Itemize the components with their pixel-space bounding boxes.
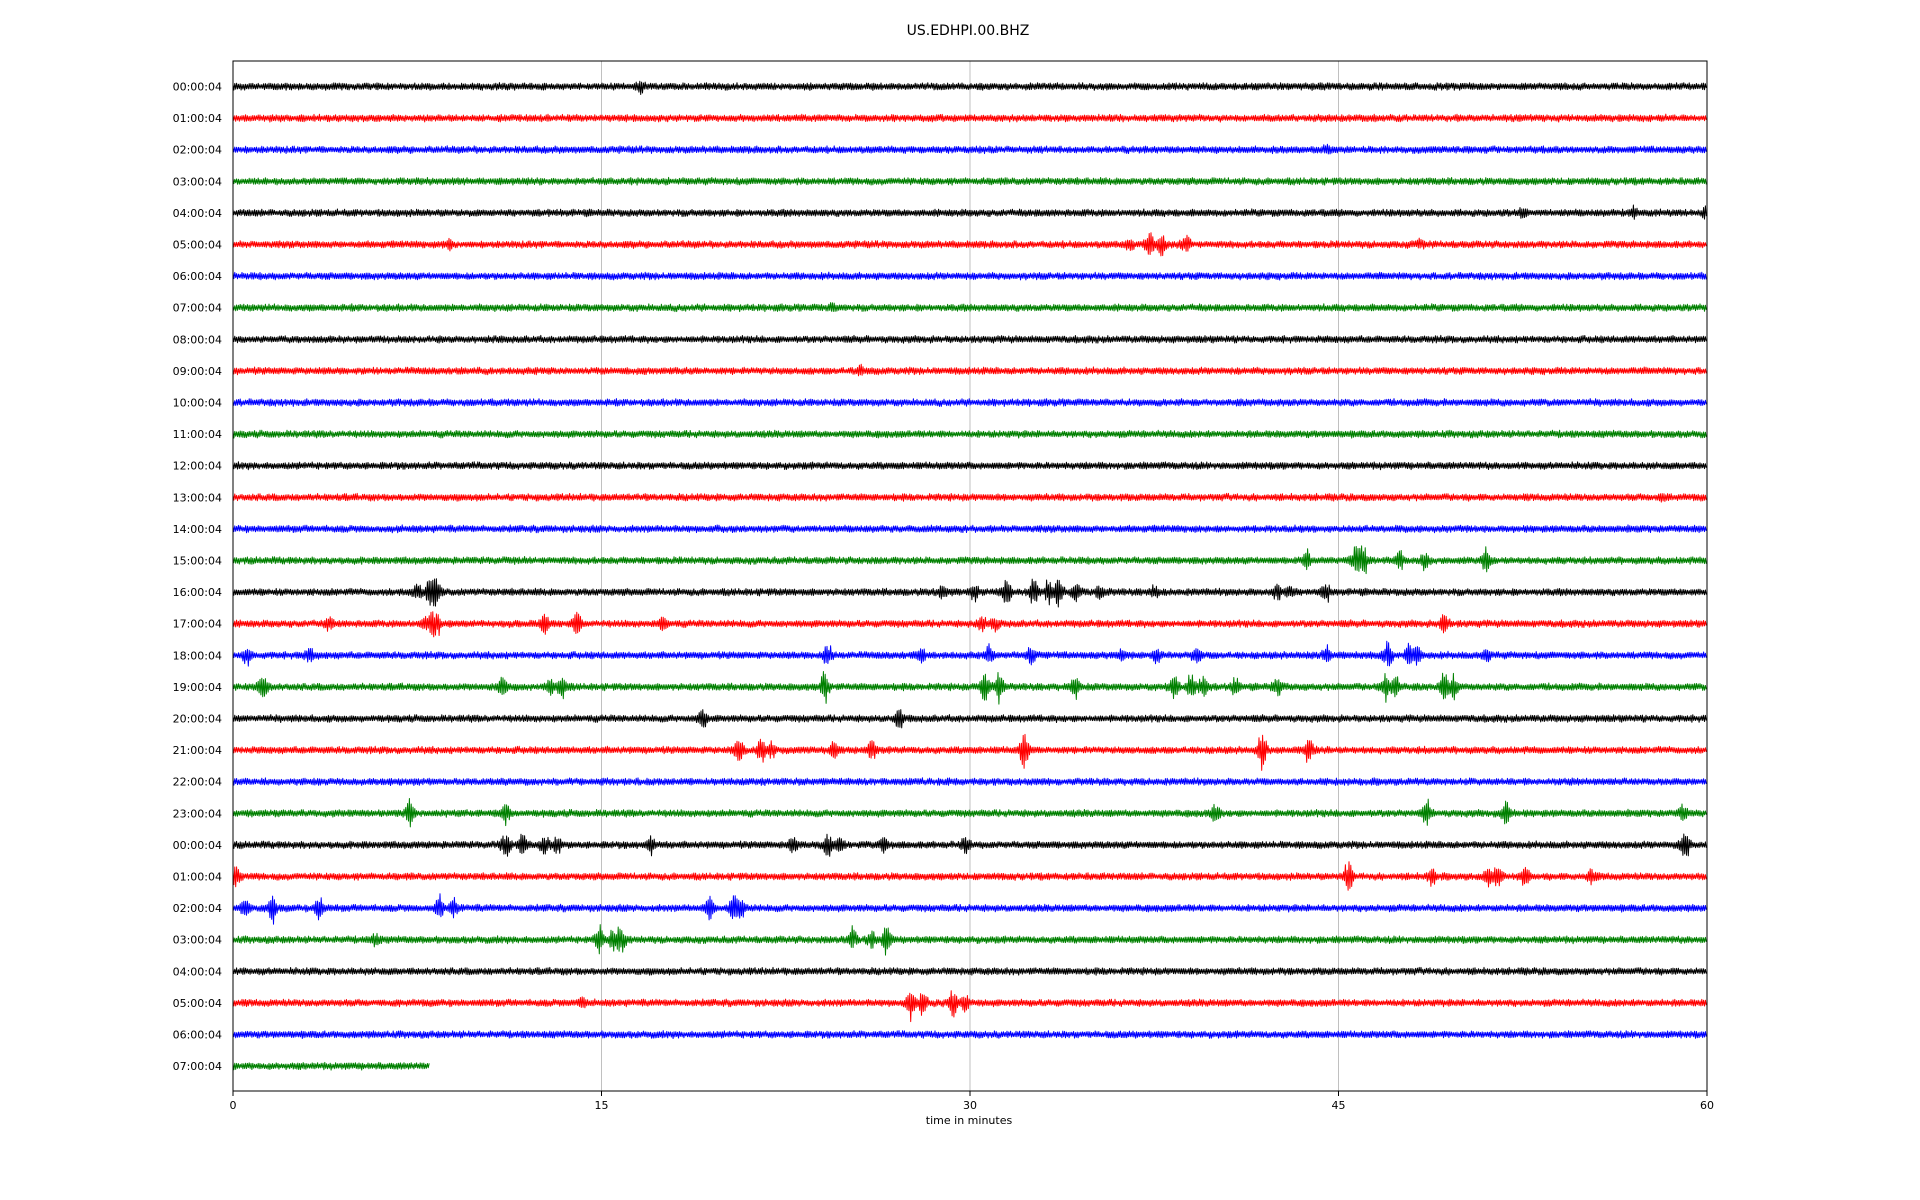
hour-label: 00:00:04 [173,81,222,94]
seismic-trace [232,363,1707,377]
seismic-trace [232,893,1707,925]
hour-label: 07:00:04 [173,302,222,315]
seismic-traces [232,80,1707,1071]
x-tick-label: 30 [963,1099,977,1112]
seismic-trace [232,1030,1707,1039]
seismic-trace [232,861,1707,891]
seismic-trace [232,578,1707,608]
hour-label: 11:00:04 [173,428,222,441]
hour-label: 03:00:04 [173,175,222,188]
seismic-trace [232,611,1707,638]
chart-title: US.EDHPI.00.BHZ [907,23,1030,39]
seismic-trace [232,524,1707,534]
seismic-trace [232,176,1707,186]
hour-label: 06:00:04 [173,270,222,283]
hour-label: 02:00:04 [173,902,222,915]
hour-label: 13:00:04 [173,491,222,504]
hour-label: 07:00:04 [173,1060,222,1073]
hour-label: 19:00:04 [173,681,222,694]
seismic-trace [232,966,1707,976]
seismic-trace [232,204,1707,220]
x-tick-label: 15 [595,1099,609,1112]
seismic-trace [232,232,1707,257]
seismic-trace [232,334,1707,344]
vertical-gridlines [601,61,1339,1091]
hour-label: 02:00:04 [173,144,222,157]
hour-label: 06:00:04 [173,1029,222,1042]
hour-labels: 00:00:04 01:00:04 02:00:04 03:00:04 04:00:04… [173,81,222,1074]
hour-label: 05:00:04 [173,997,222,1010]
hour-label: 16:00:04 [173,586,222,599]
hour-label: 04:00:04 [173,207,222,220]
seismic-trace [232,545,1707,575]
seismic-trace [232,733,1707,771]
hour-label: 15:00:04 [173,555,222,568]
hour-label: 01:00:04 [173,871,222,884]
hour-label: 08:00:04 [173,333,222,346]
seismic-trace [232,80,1707,95]
seismic-trace [232,492,1707,503]
x-tick-label: 60 [1700,1099,1714,1112]
hour-label: 04:00:04 [173,965,222,978]
hour-label: 01:00:04 [173,112,222,125]
hour-label: 09:00:04 [173,365,222,378]
seismic-trace [232,833,1707,857]
seismic-trace [232,640,1707,667]
hour-label: 00:00:04 [173,839,222,852]
hour-label: 17:00:04 [173,618,222,631]
seismic-trace [232,461,1707,471]
hour-label: 14:00:04 [173,523,222,536]
hour-label: 05:00:04 [173,239,222,252]
x-axis-ticks: 0 15 30 45 60 [230,1091,1714,1112]
x-tick-label: 45 [1332,1099,1346,1112]
seismic-trace [232,777,1707,787]
hour-label: 03:00:04 [173,934,222,947]
hour-label: 23:00:04 [173,807,222,820]
seismic-trace [232,671,1707,705]
x-axis-label: time in minutes [926,1114,1013,1127]
seismic-trace [232,302,1707,313]
hour-label: 21:00:04 [173,744,222,757]
seismic-trace [232,709,1707,729]
x-tick-label: 0 [230,1099,237,1112]
seismic-trace [232,990,1707,1023]
seismic-trace [232,271,1707,281]
seismic-trace [232,798,1707,828]
hour-label: 10:00:04 [173,397,222,410]
hour-label: 18:00:04 [173,649,222,662]
seismic-trace [232,429,1707,439]
hour-label: 20:00:04 [173,713,222,726]
seismic-trace [232,398,1707,407]
seismic-trace [232,924,1707,956]
seismic-trace [232,113,1707,123]
hour-label: 12:00:04 [173,460,222,473]
hour-label: 22:00:04 [173,776,222,789]
seismic-trace [232,1061,430,1071]
seismic-trace [232,143,1707,155]
